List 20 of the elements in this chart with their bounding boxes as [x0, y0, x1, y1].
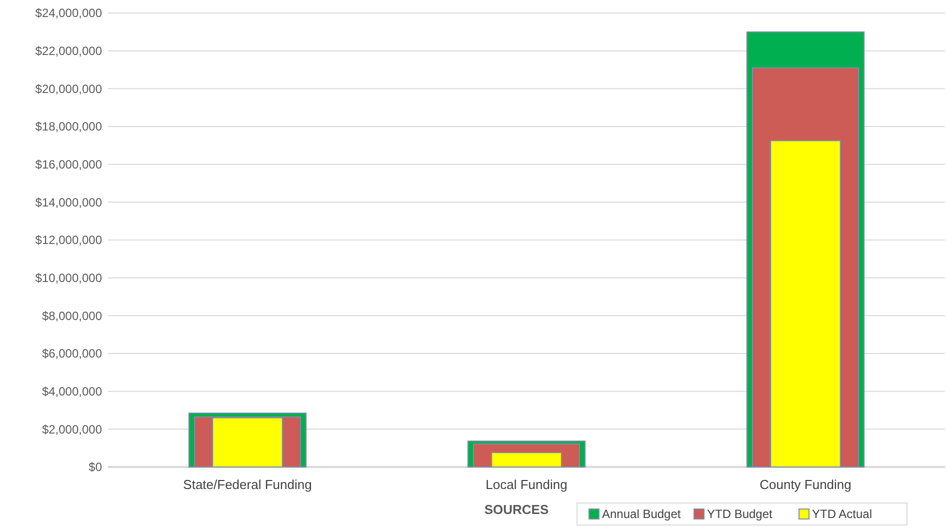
x-tick-label: Local Funding — [486, 477, 568, 492]
y-tick-label: $10,000,000 — [35, 271, 102, 286]
legend-label: YTD Actual — [812, 507, 872, 521]
y-tick-label: $14,000,000 — [35, 195, 102, 210]
y-tick-label: $22,000,000 — [35, 44, 102, 58]
y-tick-label: $4,000,000 — [42, 384, 102, 399]
y-tick-label: $8,000,000 — [42, 308, 102, 323]
y-tick-label: $20,000,000 — [35, 82, 102, 96]
y-tick-label: $2,000,000 — [42, 422, 102, 436]
x-axis-title: SOURCES — [484, 502, 549, 517]
y-tick-label: $18,000,000 — [35, 120, 102, 134]
x-tick-label: State/Federal Funding — [183, 477, 312, 492]
y-tick-label: $16,000,000 — [35, 158, 102, 172]
y-tick-label: $12,000,000 — [35, 233, 102, 248]
legend-label: Annual Budget — [602, 507, 682, 521]
legend-label: YTD Budget — [707, 507, 774, 521]
y-tick-label: $6,000,000 — [42, 346, 102, 361]
y-tick-label: $0 — [88, 460, 102, 474]
y-tick-label: $24,000,000 — [35, 6, 102, 20]
x-tick-label: County Funding — [760, 477, 852, 492]
